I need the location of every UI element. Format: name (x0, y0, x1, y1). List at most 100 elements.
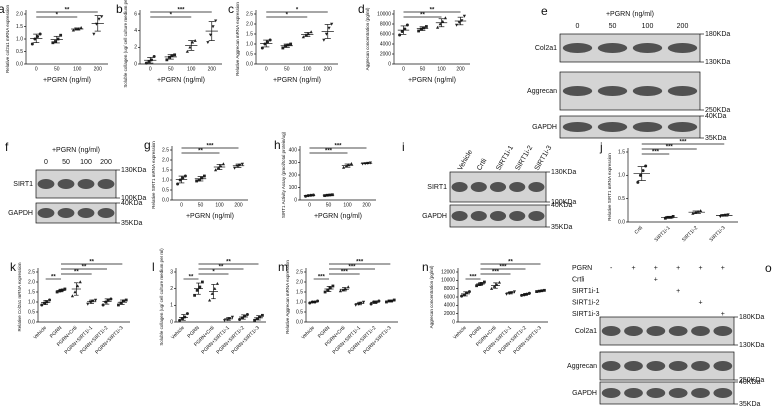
data-point (230, 315, 234, 319)
x-tick-label: PGRN+SIRT1i-3 (230, 325, 261, 356)
marker-label: 100KDa (551, 199, 576, 206)
data-point (152, 55, 156, 58)
data-point (40, 303, 44, 307)
blot-membrane (599, 316, 735, 346)
data-point (238, 318, 242, 321)
significance-label: *** (341, 270, 349, 276)
lane-label: 100 (80, 159, 92, 166)
significance-label: *** (469, 275, 477, 281)
blot-band (57, 208, 75, 218)
lane-label: 200 (677, 23, 689, 30)
x-tick-label: 200 (208, 66, 217, 72)
data-point (527, 291, 531, 295)
significance-label: *** (348, 265, 356, 271)
significance-label: ** (89, 260, 94, 266)
data-point (636, 180, 640, 184)
marker-label: 180KDa (739, 314, 764, 321)
data-point (58, 289, 62, 293)
lane-label: 0 (44, 159, 48, 166)
data-point (178, 318, 182, 322)
data-point (78, 280, 82, 284)
data-point (258, 315, 262, 319)
data-point (190, 40, 195, 44)
significance-label: *** (679, 140, 687, 146)
data-point (260, 46, 264, 50)
y-tick-label: 6 (134, 11, 137, 17)
data-point (354, 303, 358, 307)
treatment-mark: - (610, 265, 613, 272)
x-tick-label: 200 (234, 202, 243, 208)
marker-label: 130KDa (739, 342, 764, 349)
data-point (208, 298, 212, 302)
data-point (240, 162, 244, 166)
y-axis-label: Relative Aggrecan mRNA expression (285, 260, 290, 334)
data-point (289, 42, 293, 46)
data-point (327, 26, 331, 30)
lane-label: 0 (576, 23, 580, 30)
data-point (216, 166, 220, 170)
data-point (495, 282, 499, 286)
y-tick-label: 0.5 (246, 51, 253, 57)
data-point (195, 288, 199, 292)
data-point (512, 290, 516, 294)
data-point (535, 290, 538, 293)
blot-band (624, 326, 643, 336)
blot-band (528, 211, 545, 221)
panel-label: h (274, 138, 281, 152)
data-point (497, 280, 501, 284)
data-point (176, 182, 180, 186)
data-point (100, 15, 104, 19)
treatment-mark: + (721, 265, 725, 272)
y-tick-label: 0.0 (618, 219, 625, 225)
y-tick-label: 3 (170, 269, 173, 275)
data-point (699, 209, 703, 212)
y-axis-label: SIRT1 Activity Assay (pmol/total protein… (281, 131, 286, 218)
data-point (51, 41, 55, 45)
data-point (206, 41, 210, 45)
blot-band (624, 361, 643, 371)
data-point (322, 38, 326, 42)
y-tick-label: 1 (170, 303, 173, 309)
blot-header: +PGRN (ng/ml) (52, 147, 100, 154)
data-point (73, 290, 77, 294)
data-point (63, 287, 67, 291)
y-tick-label: 0.5 (296, 309, 303, 315)
blot-membrane (559, 115, 701, 139)
marker-label: 40KDa (739, 379, 761, 386)
x-tick-label: 0 (149, 66, 152, 72)
axis (171, 146, 248, 201)
panel-label: o (765, 261, 772, 275)
y-axis-label: Relative Aggrecan mRNA expression (235, 2, 240, 76)
lane-label: 200 (100, 159, 112, 166)
panel-label: d (358, 2, 365, 16)
data-point (330, 22, 334, 26)
significance-label: * (56, 13, 59, 19)
treatment-label: PGRN (572, 265, 592, 272)
x-tick-label: PGRN+SIRT1i-3 (94, 325, 125, 356)
data-point (438, 22, 442, 26)
blot-band (601, 361, 621, 371)
x-tick-label: 0 (180, 202, 183, 208)
row-label: Aggrecan (527, 88, 557, 95)
blot-band (601, 326, 621, 336)
x-tick-label: 200 (324, 66, 333, 72)
treatment-mark: + (654, 265, 658, 272)
data-point (197, 178, 201, 182)
blot-band (597, 43, 628, 53)
y-tick-label: 0.5 (162, 187, 169, 193)
data-point (369, 302, 373, 306)
y-axis-label: Relative col2a1 mRNA expression (5, 4, 10, 73)
lane-label: Vehicle (457, 149, 474, 172)
marker-label: 250KDa (739, 377, 764, 384)
y-tick-label: 0.5 (16, 49, 23, 55)
data-point (543, 288, 546, 292)
data-point (338, 289, 343, 293)
x-tick-label: 100 (437, 66, 446, 72)
blot-band (77, 208, 95, 218)
data-point (219, 164, 223, 168)
y-tick-label: 8000 (444, 286, 455, 292)
data-point (92, 32, 96, 36)
lane-label: Crtli (476, 157, 489, 172)
significance-label: *** (666, 145, 674, 151)
data-point (328, 286, 332, 290)
